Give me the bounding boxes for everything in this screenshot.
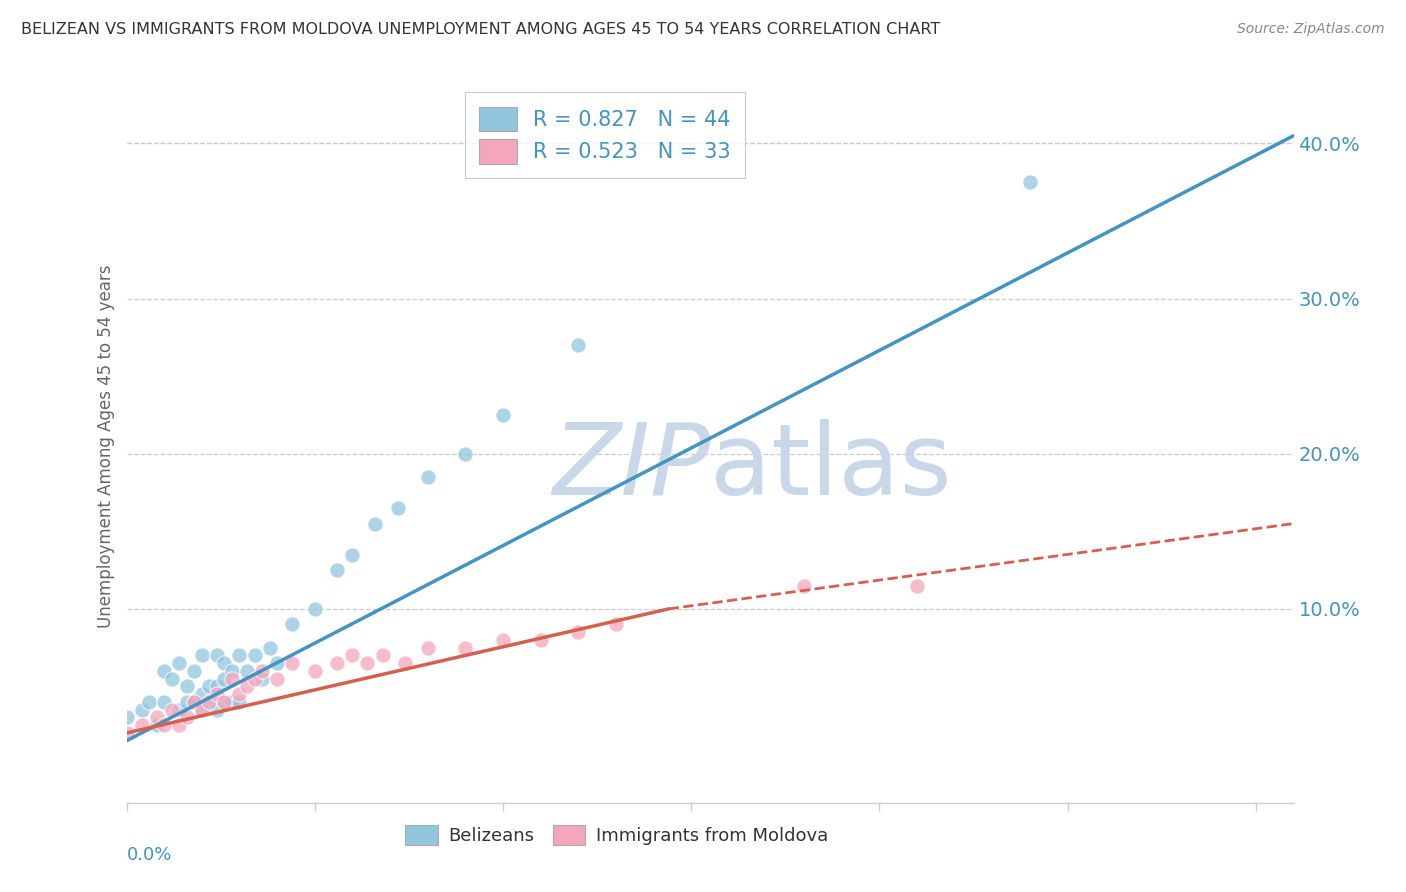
Point — [266, 656, 288, 670]
Point — [214, 695, 236, 709]
Point — [167, 703, 190, 717]
Point — [454, 447, 477, 461]
Point — [183, 695, 205, 709]
Point — [183, 664, 205, 678]
Point — [145, 718, 167, 732]
Point — [567, 625, 589, 640]
Point — [214, 695, 236, 709]
Point — [1019, 175, 1042, 189]
Point — [793, 579, 815, 593]
Point — [205, 680, 228, 694]
Point — [160, 672, 183, 686]
Point — [131, 703, 153, 717]
Point — [605, 617, 627, 632]
Point — [387, 501, 409, 516]
Text: atlas: atlas — [710, 419, 952, 516]
Point — [236, 680, 259, 694]
Point — [153, 664, 176, 678]
Point — [167, 656, 190, 670]
Point — [198, 695, 221, 709]
Point — [205, 687, 228, 701]
Point — [228, 687, 250, 701]
Text: BELIZEAN VS IMMIGRANTS FROM MOLDOVA UNEMPLOYMENT AMONG AGES 45 TO 54 YEARS CORRE: BELIZEAN VS IMMIGRANTS FROM MOLDOVA UNEM… — [21, 22, 941, 37]
Point — [221, 672, 243, 686]
Point — [416, 640, 439, 655]
Point — [167, 718, 190, 732]
Point — [153, 695, 176, 709]
Point — [567, 338, 589, 352]
Point — [198, 695, 221, 709]
Point — [191, 648, 214, 663]
Point — [138, 695, 160, 709]
Text: Source: ZipAtlas.com: Source: ZipAtlas.com — [1237, 22, 1385, 37]
Point — [228, 695, 250, 709]
Point — [214, 672, 236, 686]
Point — [250, 672, 273, 686]
Text: ZIP: ZIP — [551, 419, 710, 516]
Point — [176, 695, 198, 709]
Point — [131, 718, 153, 732]
Point — [145, 710, 167, 724]
Point — [214, 656, 236, 670]
Point — [115, 710, 138, 724]
Point — [191, 703, 214, 717]
Point — [416, 470, 439, 484]
Point — [281, 617, 304, 632]
Point — [492, 408, 515, 422]
Point — [115, 726, 138, 740]
Point — [356, 656, 378, 670]
Text: 0.0%: 0.0% — [127, 846, 172, 863]
Point — [454, 640, 477, 655]
Point — [342, 648, 364, 663]
Point — [221, 664, 243, 678]
Point — [228, 648, 250, 663]
Point — [243, 648, 266, 663]
Point — [281, 656, 304, 670]
Point — [530, 632, 553, 647]
Point — [160, 703, 183, 717]
Point — [236, 664, 259, 678]
Point — [243, 672, 266, 686]
Point — [905, 579, 928, 593]
Point — [394, 656, 416, 670]
Point — [342, 548, 364, 562]
Point — [198, 680, 221, 694]
Point — [191, 687, 214, 701]
Point — [492, 632, 515, 647]
Point — [364, 516, 387, 531]
Point — [153, 718, 176, 732]
Point — [176, 680, 198, 694]
Y-axis label: Unemployment Among Ages 45 to 54 years: Unemployment Among Ages 45 to 54 years — [97, 264, 115, 628]
Point — [326, 656, 349, 670]
Point — [176, 710, 198, 724]
Point — [371, 648, 394, 663]
Point — [205, 703, 228, 717]
Point — [304, 602, 326, 616]
Point — [259, 640, 281, 655]
Point — [191, 703, 214, 717]
Point — [326, 563, 349, 577]
Point — [183, 695, 205, 709]
Point — [250, 664, 273, 678]
Point — [205, 648, 228, 663]
Legend: R = 0.827   N = 44, R = 0.523   N = 33: R = 0.827 N = 44, R = 0.523 N = 33 — [464, 93, 745, 178]
Point — [266, 672, 288, 686]
Point — [304, 664, 326, 678]
Point — [221, 695, 243, 709]
